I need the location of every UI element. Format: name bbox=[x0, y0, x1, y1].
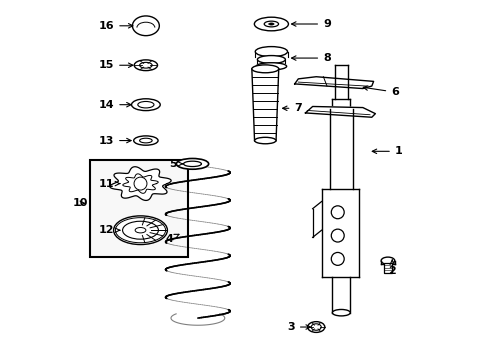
Ellipse shape bbox=[380, 257, 394, 264]
Polygon shape bbox=[305, 107, 375, 117]
Text: 14: 14 bbox=[99, 100, 131, 110]
Ellipse shape bbox=[310, 324, 321, 330]
Ellipse shape bbox=[135, 228, 145, 233]
Ellipse shape bbox=[307, 321, 324, 332]
Polygon shape bbox=[251, 69, 278, 140]
Ellipse shape bbox=[132, 16, 159, 36]
Text: 15: 15 bbox=[99, 60, 133, 70]
Text: 8: 8 bbox=[291, 53, 330, 63]
Ellipse shape bbox=[133, 136, 158, 145]
Ellipse shape bbox=[264, 21, 278, 27]
Polygon shape bbox=[110, 167, 171, 201]
Polygon shape bbox=[329, 109, 352, 189]
Ellipse shape bbox=[139, 138, 152, 143]
Text: 3: 3 bbox=[287, 322, 310, 332]
Ellipse shape bbox=[139, 62, 152, 68]
Ellipse shape bbox=[332, 310, 349, 316]
Ellipse shape bbox=[183, 161, 201, 167]
Ellipse shape bbox=[113, 216, 167, 244]
Ellipse shape bbox=[256, 63, 286, 70]
Bar bbox=[383, 263, 391, 273]
Text: 13: 13 bbox=[99, 136, 131, 145]
Polygon shape bbox=[332, 99, 349, 109]
Text: 16: 16 bbox=[99, 21, 133, 31]
Bar bbox=[89, 160, 188, 257]
Ellipse shape bbox=[131, 99, 160, 111]
Text: 1: 1 bbox=[371, 146, 402, 156]
Ellipse shape bbox=[268, 23, 274, 25]
Ellipse shape bbox=[176, 158, 208, 169]
Ellipse shape bbox=[134, 60, 157, 71]
Ellipse shape bbox=[254, 137, 276, 144]
Ellipse shape bbox=[138, 102, 154, 108]
Text: 7: 7 bbox=[282, 103, 302, 113]
Polygon shape bbox=[334, 65, 347, 99]
Text: 2: 2 bbox=[387, 260, 395, 276]
Ellipse shape bbox=[255, 46, 287, 57]
Polygon shape bbox=[294, 77, 373, 89]
Text: 12: 12 bbox=[99, 225, 120, 235]
Circle shape bbox=[330, 229, 344, 242]
Polygon shape bbox=[332, 277, 349, 313]
Text: 4: 4 bbox=[165, 234, 179, 244]
Polygon shape bbox=[321, 189, 359, 277]
Circle shape bbox=[330, 206, 344, 219]
Circle shape bbox=[330, 252, 344, 265]
Text: 6: 6 bbox=[363, 86, 398, 97]
Ellipse shape bbox=[115, 218, 165, 243]
Text: 11: 11 bbox=[99, 179, 120, 189]
Text: 10: 10 bbox=[72, 198, 88, 208]
Circle shape bbox=[134, 177, 147, 190]
Ellipse shape bbox=[122, 221, 158, 239]
Ellipse shape bbox=[257, 55, 285, 63]
Text: 5: 5 bbox=[169, 159, 182, 169]
Text: 9: 9 bbox=[291, 19, 330, 29]
Ellipse shape bbox=[251, 65, 278, 73]
Ellipse shape bbox=[254, 17, 288, 31]
